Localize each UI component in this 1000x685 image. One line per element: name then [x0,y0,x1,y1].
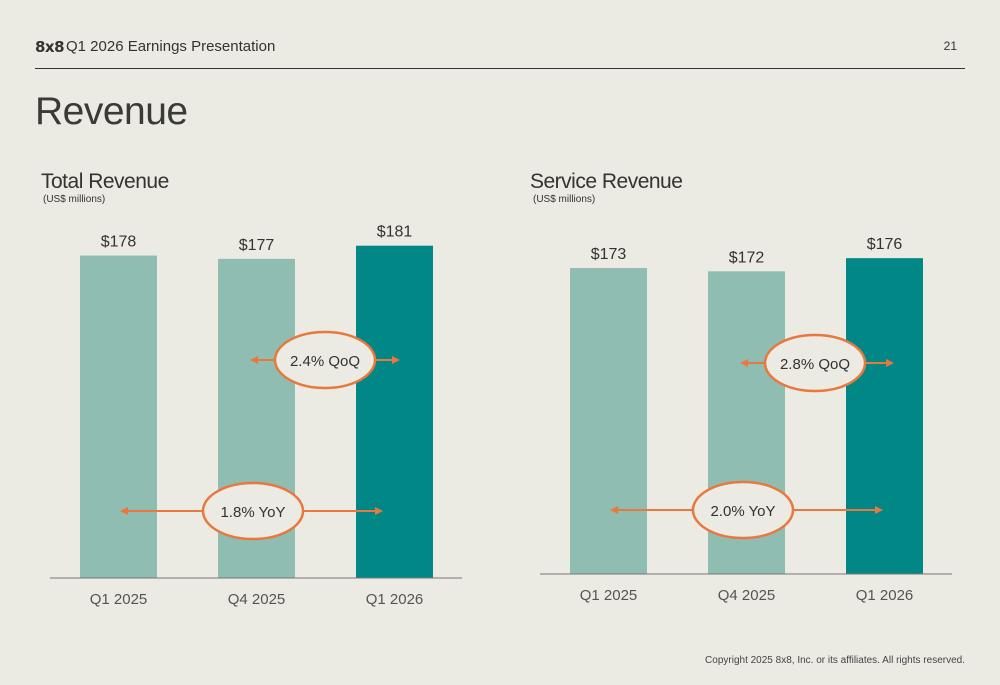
yoy-arrow-right-service [875,506,883,514]
yoy-arrow-right-total [375,507,383,515]
value-label-total-0: $178 [101,234,137,251]
qoq-arrow-left-service [740,359,748,367]
value-label-service-0: $173 [591,246,627,263]
value-label-service-1: $172 [729,249,765,266]
category-label-service-0: Q1 2025 [580,587,638,604]
yoy-label-total: 1.8% YoY [220,504,285,521]
category-label-total-2: Q1 2026 [366,591,424,608]
bar-service-2 [846,258,923,574]
category-label-service-2: Q1 2026 [856,587,914,604]
slide-header: 8x8 Q1 2026 Earnings Presentation 21 [35,38,965,69]
qoq-label-service: 2.8% QoQ [780,356,850,373]
bar-total-0 [80,255,157,578]
page-number: 21 [943,39,957,53]
qoq-arrow-right-service [886,359,894,367]
copyright-notice: Copyright 2025 8x8, Inc. or its affiliat… [705,655,965,666]
category-label-service-1: Q4 2025 [718,587,776,604]
category-label-total-1: Q4 2025 [228,591,286,608]
chart-title-total-revenue: Total Revenue [41,170,169,193]
chart-subtitle-total-revenue: (US$ millions) [43,194,106,205]
yoy-bubble-total [201,481,305,541]
yoy-arrow-left-service [610,506,618,514]
value-label-service-2: $176 [867,236,903,253]
value-label-total-1: $177 [239,237,275,254]
presentation-title: Q1 2026 Earnings Presentation [66,38,276,55]
bar-service-0 [570,268,647,574]
chart-title-service-revenue: Service Revenue [530,170,683,193]
yoy-label-service: 2.0% YoY [710,503,775,520]
value-label-total-2: $181 [377,224,413,241]
yoy-arrow-left-total [120,507,128,515]
qoq-arrow-left-total [250,356,258,364]
chart-subtitle-service-revenue: (US$ millions) [533,194,596,205]
category-label-total-0: Q1 2025 [90,591,148,608]
qoq-bubble-total [273,330,377,390]
company-logo: 8x8 [35,38,65,56]
qoq-bubble-service [763,333,867,393]
qoq-label-total: 2.4% QoQ [290,353,360,370]
yoy-bubble-service [691,480,795,540]
qoq-arrow-right-total [392,356,400,364]
bar-total-2 [356,245,433,578]
page-title: Revenue [35,90,188,133]
